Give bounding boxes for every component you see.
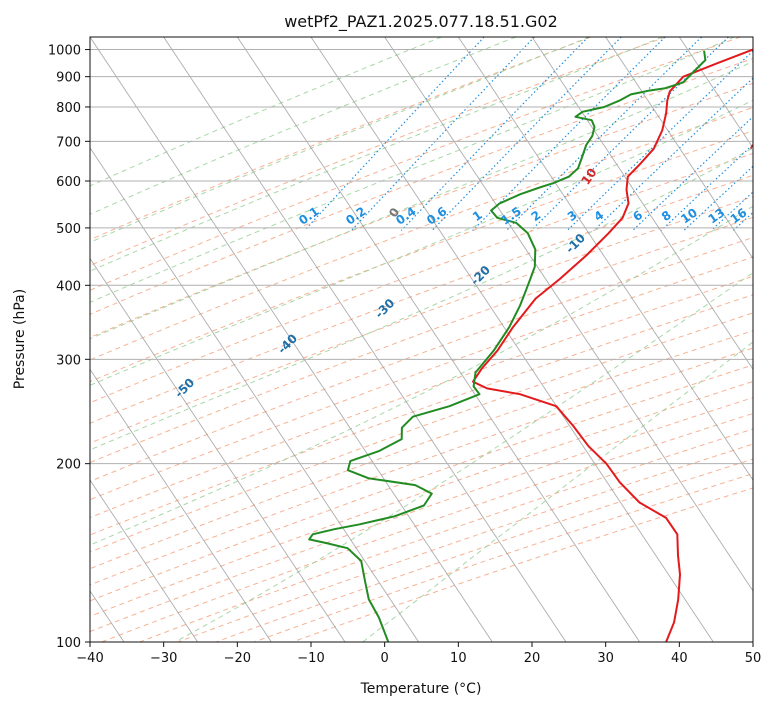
mixing-ratio-line [530,37,729,231]
y-tick-label: 800 [56,101,81,116]
dry-adiabat-line [90,216,753,464]
moist-adiabat-line [90,37,516,215]
y-tick-label: 200 [56,458,81,473]
isotherm-line [236,37,641,642]
x-tick-label: −10 [297,651,324,666]
isotherm-line [605,37,753,260]
y-tick-label: 700 [56,135,81,150]
isotherm-line [457,37,753,481]
dry-adiabat-line [90,275,753,519]
mixing-ratio-line [431,37,622,231]
x-tick-label: −30 [150,651,177,666]
moist-adiabat-line [174,272,753,642]
moist-adiabat-line [90,147,753,451]
y-tick-label: 600 [56,175,81,190]
isotherm-line [163,37,567,642]
x-tick-label: 20 [524,651,541,666]
moist-adiabat-line [90,205,753,546]
plot-frame [89,36,754,643]
dry-adiabat-line [90,57,753,315]
isotherm-line [310,37,714,642]
isotherm-line [90,37,493,642]
dry-adiabat-line [90,312,753,553]
mixing-ratio-line [505,37,703,231]
dry-adiabat-line [90,347,753,586]
moist-adiabat-label: 20 [747,134,768,156]
dry-adiabat-line [90,397,753,633]
isotherm-line [678,37,753,149]
moist-adiabat-line [90,37,663,272]
dry-adiabat-line [90,82,753,339]
temperature-profile [472,48,753,642]
x-tick-label: −20 [224,651,251,666]
isotherm-line [384,37,753,592]
isotherms [90,37,753,642]
moist-adiabat-line [90,60,753,340]
moist-adiabat-line [90,37,442,187]
x-tick-label: 0 [381,651,389,666]
mixing-ratio-label: 20 [752,205,774,226]
mixing-ratio-line [400,37,589,231]
mixing-ratio-lines [304,37,775,231]
y-tick-label: 300 [56,353,81,368]
x-tick-label: 30 [597,651,614,666]
mixing-ratio-line [350,37,535,231]
dry-adiabat-line [90,152,753,404]
dry-adiabat-line [90,130,753,383]
mixing-ratio-line [683,165,753,231]
moist-adiabat-line [90,37,735,303]
isotherm-line [90,368,272,642]
isotherm-line [90,257,346,642]
x-tick-label: −40 [76,651,103,666]
isotherm-line [90,479,199,642]
profiles [308,48,753,642]
x-tick-label: 50 [745,651,762,666]
dry-adiabat-line [90,37,592,241]
mixing-ratio-line [758,37,775,231]
y-tick-label: 1000 [48,44,81,59]
y-axis: 1000 900 800 700 600 500 400 300 200 100 [48,44,90,651]
plot-area: -100-90-80-70-60-50-40-30-20-10010203040… [90,37,775,642]
x-tick-label: 10 [450,651,467,666]
dry-adiabats [90,37,753,642]
y-tick-label: 900 [56,71,81,86]
y-tick-label: 100 [56,636,81,651]
dry-adiabat-line [90,364,753,602]
x-axis-label: Temperature (°C) [360,681,482,697]
isobars [90,49,753,642]
isotherm-line [752,37,753,38]
mixing-ratio-line [304,37,485,231]
moist-adiabat-line [362,341,753,642]
dry-adiabat-line [90,37,666,267]
isotherm-line [531,37,753,371]
dry-adiabat-line [90,174,753,424]
y-axis-label: Pressure (hPa) [12,289,28,389]
x-tick-label: 40 [671,651,688,666]
chart-title: wetPf2_PAZ1.2025.077.18.51.G02 [284,12,558,32]
y-tick-label: 400 [56,279,81,294]
y-tick-label: 500 [56,222,81,237]
mixing-ratio-line [593,77,753,231]
isotherm-line [90,146,420,642]
mixing-ratio-line [660,143,753,231]
moist-adiabats [90,37,753,642]
dewpoint-profile [308,50,707,642]
dry-adiabat-line [90,37,741,291]
dry-adiabat-line [90,256,753,501]
x-axis: −40 −30 −20 −10 0 10 20 30 40 50 [76,642,761,666]
